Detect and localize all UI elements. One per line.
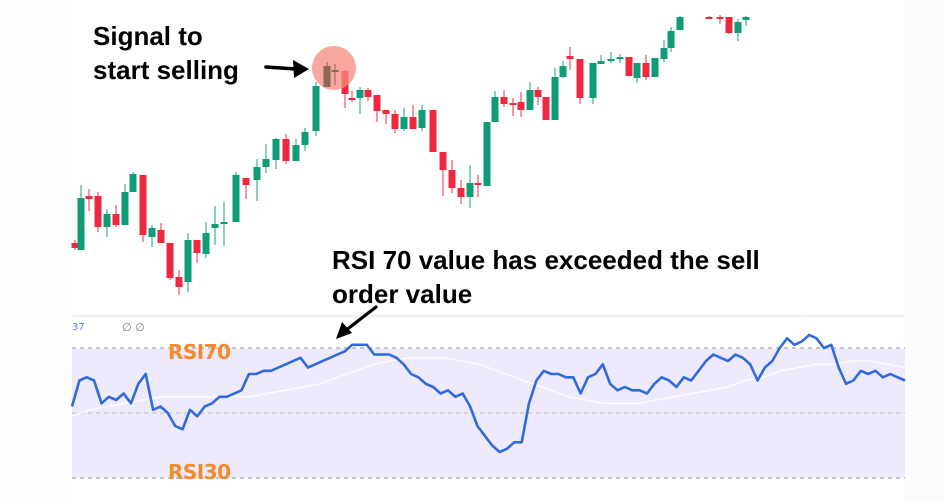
candle xyxy=(551,68,559,120)
candle xyxy=(676,16,684,30)
candle xyxy=(534,87,542,105)
candle xyxy=(483,122,491,186)
candle xyxy=(439,152,447,196)
candle xyxy=(253,159,261,201)
candle xyxy=(491,91,499,122)
signal-arrow-icon xyxy=(264,60,309,78)
candle xyxy=(400,108,408,131)
candle xyxy=(660,40,668,62)
candle xyxy=(272,138,280,169)
candle xyxy=(175,270,183,295)
candle xyxy=(517,92,525,117)
candle xyxy=(202,222,210,258)
candle xyxy=(356,87,364,114)
candle xyxy=(220,202,228,246)
candle xyxy=(625,57,633,76)
rsi-annotation-line1: RSI 70 value has exceeded the sell xyxy=(332,245,760,275)
signal-annotation-line1: Signal to xyxy=(93,21,203,51)
candle xyxy=(576,59,584,104)
candle xyxy=(282,134,290,164)
candle xyxy=(71,240,79,250)
candle xyxy=(616,54,624,63)
candle xyxy=(262,144,270,173)
rsi-annotation: RSI 70 value has exceeded the sell order… xyxy=(332,243,760,311)
candle xyxy=(651,58,659,77)
candle xyxy=(121,184,129,225)
rsi-annotation-line2: order value xyxy=(332,279,473,309)
candle xyxy=(409,105,417,129)
candle xyxy=(667,27,675,52)
candle xyxy=(500,90,508,107)
candle xyxy=(633,63,641,83)
candle xyxy=(589,63,597,104)
candle xyxy=(566,47,574,70)
candle xyxy=(157,223,165,243)
candle xyxy=(474,175,482,197)
candle xyxy=(466,165,474,208)
candle xyxy=(418,105,426,131)
candle xyxy=(242,178,250,199)
candle xyxy=(716,15,724,24)
candle xyxy=(725,17,733,34)
rsi-legend-nan-icons: ∅ ∅ xyxy=(122,321,145,334)
rsi30-label: RSI30 xyxy=(168,460,231,484)
candle xyxy=(77,185,85,250)
candle xyxy=(526,82,534,110)
rsi-ma-line xyxy=(71,357,906,417)
left-margin xyxy=(0,0,72,501)
right-margin xyxy=(905,0,944,501)
candle xyxy=(232,172,240,222)
candle xyxy=(373,95,381,122)
candle xyxy=(348,91,356,102)
candle xyxy=(112,205,120,227)
candle xyxy=(331,64,339,85)
candle xyxy=(391,110,399,133)
candle xyxy=(103,209,111,237)
rsi-legend-value: 37 xyxy=(72,322,85,333)
candle xyxy=(129,172,137,192)
candle xyxy=(301,128,309,151)
candle xyxy=(429,110,437,152)
candle xyxy=(364,88,372,101)
signal-annotation: Signal to start selling xyxy=(93,19,239,87)
candle xyxy=(742,16,750,26)
candle xyxy=(94,192,102,232)
candle xyxy=(148,225,156,247)
candle xyxy=(166,243,174,280)
candle xyxy=(705,16,713,19)
candle xyxy=(597,55,605,64)
candle xyxy=(312,82,320,136)
candle xyxy=(734,19,742,41)
rsi-line xyxy=(70,333,906,454)
candle xyxy=(509,98,517,116)
sell-signal-highlight xyxy=(312,46,356,90)
candle xyxy=(448,160,456,193)
candle xyxy=(323,62,331,87)
candle xyxy=(211,206,219,245)
rsi-arrow-icon xyxy=(336,305,378,339)
candle xyxy=(382,110,390,124)
candle xyxy=(139,175,147,242)
rsi70-label: RSI70 xyxy=(168,340,231,364)
candle xyxy=(184,233,192,292)
candle xyxy=(457,180,465,204)
price-pane[interactable] xyxy=(71,15,750,295)
candle xyxy=(292,139,300,161)
candle xyxy=(642,55,650,80)
candle xyxy=(542,97,550,120)
candle xyxy=(607,52,615,63)
candle xyxy=(193,240,201,263)
highlighted-candles xyxy=(323,62,339,87)
candle xyxy=(85,189,93,211)
candle xyxy=(559,61,567,78)
signal-annotation-line2: start selling xyxy=(93,55,239,85)
